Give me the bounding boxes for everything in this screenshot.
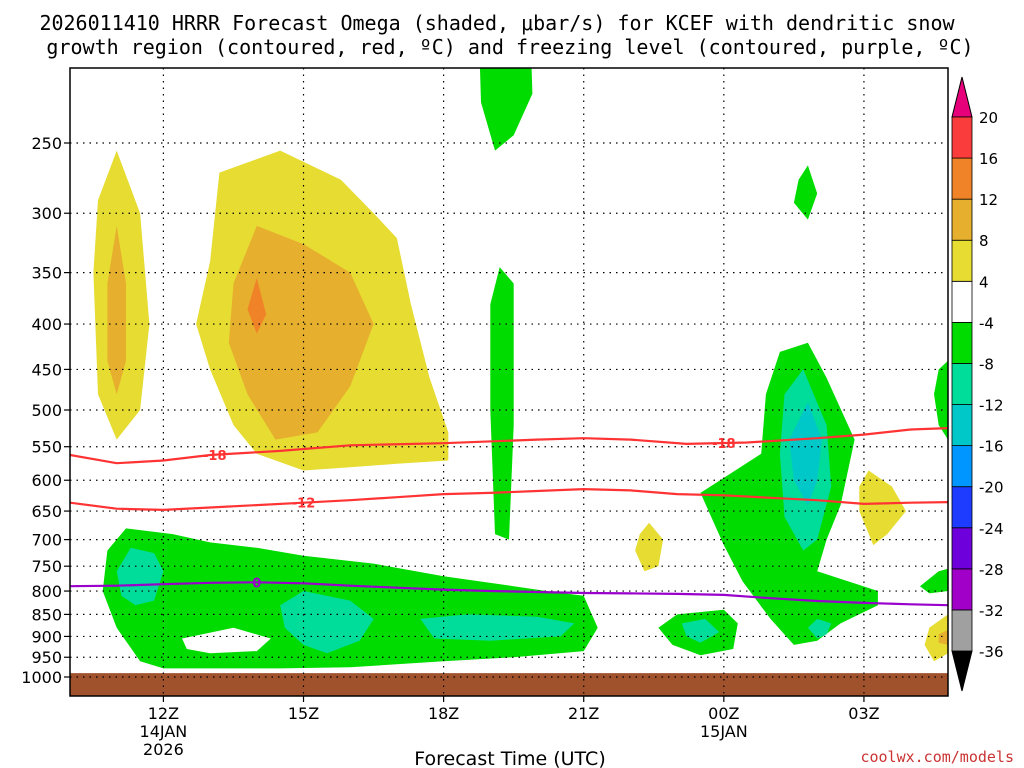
colorbar-over-triangle bbox=[951, 76, 973, 118]
x-tick-label-18Z: 18Z bbox=[428, 704, 459, 723]
y-tick-label-400: 400 bbox=[31, 315, 62, 334]
omega-region-ascent-weak-edge2 bbox=[920, 568, 948, 594]
contour-label-dgz-minus12: -12 bbox=[292, 497, 316, 512]
omega-region-ascent-mod-1 bbox=[116, 547, 164, 606]
omega-region-ascent-mod-2 bbox=[280, 591, 374, 654]
y-tick-label-300: 300 bbox=[31, 204, 62, 223]
colorbar-segment bbox=[951, 404, 973, 447]
colorbar-segment bbox=[951, 527, 973, 570]
x-tick-label-15Z: 15Z bbox=[288, 704, 319, 723]
y-tick-label-450: 450 bbox=[31, 360, 62, 379]
plot-frame bbox=[69, 67, 949, 697]
colorbar-label: -32 bbox=[979, 602, 1004, 620]
colorbar-segment bbox=[951, 157, 973, 200]
colorbar-label: -20 bbox=[979, 479, 1004, 497]
omega-region-ascent-mod-3 bbox=[420, 614, 575, 641]
omega-region-ascent-weak-top bbox=[479, 68, 533, 151]
colorbar-label: -8 bbox=[979, 355, 994, 373]
colorbar-segment bbox=[951, 445, 973, 488]
contour-freezing-level bbox=[70, 581, 948, 607]
y-tick-label-250: 250 bbox=[31, 134, 62, 153]
omega-region-ascent-mod-6 bbox=[807, 618, 832, 639]
contour-label-dgz-minus18: -18 bbox=[712, 437, 736, 452]
y-tick-label-600: 600 bbox=[31, 471, 62, 490]
omega-region-descent-weak-5 bbox=[924, 614, 948, 662]
omega-region-descent-strong-2 bbox=[247, 278, 267, 334]
y-tick-label-900: 900 bbox=[31, 627, 62, 646]
omega-region-clear-hole-1 bbox=[182, 627, 271, 654]
omega-region-descent-mod-1 bbox=[107, 225, 126, 395]
colorbar-segment bbox=[951, 116, 973, 159]
omega-region-ascent-mod-4 bbox=[681, 618, 720, 643]
y-tick-label-750: 750 bbox=[31, 557, 62, 576]
colorbar-label: -16 bbox=[979, 438, 1004, 456]
contours bbox=[70, 427, 948, 607]
colorbar-label: 16 bbox=[979, 150, 998, 168]
omega-region-descent-mod-2 bbox=[228, 225, 374, 440]
omega-region-ascent-weak-edge bbox=[934, 360, 948, 440]
grid-lines bbox=[70, 68, 948, 696]
x-axis-label: Forecast Time (UTC) bbox=[414, 748, 605, 768]
colorbar-segment bbox=[951, 486, 973, 529]
colorbar-segment bbox=[951, 321, 973, 364]
y-tick-label-650: 650 bbox=[31, 502, 62, 521]
colorbar-label: 12 bbox=[979, 191, 998, 209]
plot-area: -18 -18 -12 0 250 300 350 400 450 500 550 600 650 700… bbox=[21, 67, 949, 759]
ground-bar bbox=[70, 673, 948, 696]
colorbar-segment bbox=[951, 198, 973, 241]
x-tick-sublabel-date: 14JAN bbox=[140, 722, 188, 741]
omega-shading bbox=[93, 68, 948, 669]
omega-region-descent-weak-3 bbox=[635, 522, 664, 572]
contour-label-dgz-minus18: -18 bbox=[203, 449, 227, 464]
credit-text: coolwx.com/models bbox=[860, 748, 1014, 766]
x-tick-label-03Z: 03Z bbox=[848, 704, 879, 723]
omega-region-ascent-weak-2 bbox=[490, 267, 514, 540]
colorbar-segment bbox=[951, 280, 973, 323]
y-tick-label-850: 850 bbox=[31, 605, 62, 624]
colorbar-segment bbox=[951, 363, 973, 405]
colorbar-segment bbox=[951, 568, 973, 611]
y-tick-label-350: 350 bbox=[31, 264, 62, 283]
chart-title-line2: growth region (contoured, red, ºC) and f… bbox=[46, 35, 973, 59]
x-tick-label-12Z: 12Z bbox=[148, 704, 179, 723]
colorbar-label: -36 bbox=[979, 643, 1004, 661]
colorbar-segment bbox=[951, 239, 973, 282]
x-tick-sublabel-date: 15JAN bbox=[700, 722, 748, 741]
colorbar-label: 8 bbox=[979, 232, 989, 250]
colorbar-label: -28 bbox=[979, 561, 1004, 579]
y-tick-label-500: 500 bbox=[31, 401, 62, 420]
x-tick-label-21Z: 21Z bbox=[568, 704, 599, 723]
y-tick-label-1000: 1000 bbox=[21, 668, 62, 687]
colorbar: -36 -32 -28 -24 -20 -16 -12 -8 -4 4 8 12 16 20 bbox=[951, 76, 1004, 692]
omega-region-descent-weak-4 bbox=[859, 470, 906, 546]
x-tick-sublabel-year: 2026 bbox=[143, 740, 184, 759]
y-axis: 250 300 350 400 450 500 550 600 650 700 750 800 850 9… bbox=[21, 134, 70, 687]
colorbar-label: 20 bbox=[979, 109, 998, 127]
colorbar-label: 4 bbox=[979, 273, 989, 291]
omega-region-descent-mod-5 bbox=[938, 629, 948, 645]
colorbar-label: -12 bbox=[979, 397, 1004, 415]
y-tick-label-700: 700 bbox=[31, 531, 62, 550]
chart-title-line1: 2026011410 HRRR Forecast Omega (shaded, … bbox=[39, 11, 955, 35]
contour-dgz-minus18 bbox=[70, 427, 948, 465]
colorbar-segment bbox=[951, 609, 973, 652]
y-tick-label-550: 550 bbox=[31, 438, 62, 457]
y-tick-label-800: 800 bbox=[31, 582, 62, 601]
x-tick-label-00Z: 00Z bbox=[708, 704, 739, 723]
colorbar-under-triangle bbox=[951, 650, 973, 692]
colorbar-label: -24 bbox=[979, 520, 1004, 538]
colorbar-label: -4 bbox=[979, 314, 994, 332]
omega-region-ascent-strong-5 bbox=[789, 402, 822, 506]
omega-region-ascent-weak-small bbox=[793, 165, 818, 220]
contour-label-freezing-level: 0 bbox=[252, 576, 261, 591]
contour-dgz-minus12 bbox=[70, 487, 948, 512]
y-tick-label-950: 950 bbox=[31, 648, 62, 667]
